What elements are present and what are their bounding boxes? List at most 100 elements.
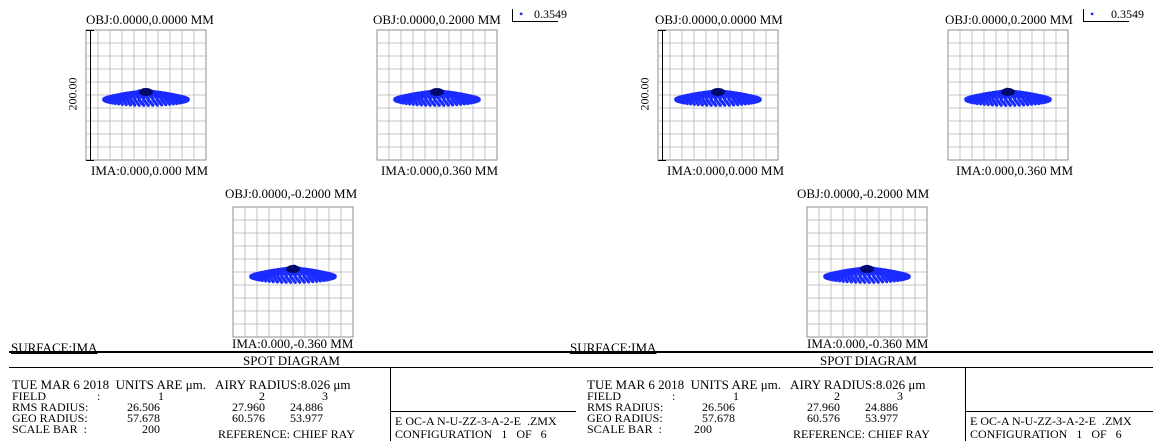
ray-point — [307, 270, 310, 273]
ray-point — [1034, 94, 1037, 97]
ray-point — [983, 103, 986, 106]
ray-point — [747, 94, 750, 97]
ray-point — [889, 270, 892, 273]
info-geo-3: 53.977 — [290, 412, 323, 424]
ray-point — [416, 103, 419, 106]
info-geo-3-2: 53.977 — [865, 412, 898, 424]
ray-point — [289, 281, 292, 284]
ray-point — [1022, 93, 1025, 96]
ray-point — [747, 102, 750, 105]
info-divider — [390, 367, 391, 441]
ima-label-field2-2: IMA:0.000,0.360 MM — [956, 164, 1073, 177]
ray-point — [976, 94, 979, 97]
ray-point — [877, 269, 880, 272]
ray-point — [728, 92, 731, 95]
ray-point — [854, 269, 857, 272]
scale-bar-cap-bottom-2 — [658, 160, 666, 161]
ray-point — [987, 93, 990, 96]
ray-point — [276, 280, 279, 283]
ray-point — [736, 103, 739, 106]
ray-point — [268, 280, 271, 283]
ray-point — [455, 93, 458, 96]
scale-bar-line-2 — [662, 30, 663, 160]
ray-point — [429, 104, 432, 107]
ray-point — [842, 280, 845, 283]
ray-point — [979, 102, 982, 105]
scale-bar-label-2: 200.00 — [639, 78, 651, 111]
ray-point — [129, 103, 132, 106]
ray-point — [854, 281, 857, 284]
ray-point — [1048, 97, 1051, 100]
ray-point — [979, 94, 982, 97]
info-reference-2: REFERENCE: CHIEF RAY — [793, 428, 930, 440]
ray-point — [451, 103, 454, 106]
ray-point — [885, 270, 888, 273]
ray-point — [459, 93, 462, 96]
ray-point — [744, 94, 747, 97]
ray-point — [451, 93, 454, 96]
ray-point — [838, 279, 841, 282]
ray-point — [416, 93, 419, 96]
ray-point — [835, 279, 838, 282]
ray-point — [298, 281, 301, 284]
ray-point — [160, 93, 163, 96]
info-geo-2: 60.576 — [232, 412, 265, 424]
ray-point — [732, 93, 735, 96]
info-geo-2-2: 60.576 — [807, 412, 840, 424]
ray-point — [138, 104, 141, 107]
ray-point — [1026, 103, 1029, 106]
ray-point — [322, 271, 325, 274]
obj-label-field2-2: OBJ:0.0000,0.2000 MM — [945, 13, 1073, 26]
ray-point — [877, 281, 880, 284]
info-date-units: TUE MAR 6 2018 UNITS ARE μm. AIRY RADIUS… — [12, 378, 350, 391]
legend-point-icon: • — [519, 8, 523, 20]
ray-point — [272, 270, 275, 273]
legend-value: 0.3549 — [534, 8, 567, 20]
spot-plot-field1-2 — [658, 30, 778, 160]
info-scale-label: SCALE BAR : — [12, 423, 87, 435]
ray-point — [744, 102, 747, 105]
ima-label-field3-2: IMA:0.000,-0.360 MM — [807, 337, 928, 350]
ray-point — [408, 94, 411, 97]
ray-point — [838, 271, 841, 274]
ray-point — [268, 270, 271, 273]
ray-point — [172, 102, 175, 105]
legend-bracket-left-2 — [1083, 9, 1084, 21]
ray-point — [121, 103, 124, 106]
obj-label-field2: OBJ:0.0000,0.2000 MM — [373, 13, 501, 26]
info-date-units-2: TUE MAR 6 2018 UNITS ARE μm. AIRY RADIUS… — [587, 378, 925, 391]
ray-point — [319, 271, 322, 274]
info-configuration: CONFIGURATION 1 OF 6 — [395, 428, 547, 440]
ray-point — [683, 94, 686, 97]
ray-point — [129, 93, 132, 96]
ray-point — [907, 274, 910, 277]
ray-point — [258, 271, 261, 274]
ray-point — [175, 94, 178, 97]
info-filename: E OC-A N-U-ZZ-3-A-2-E .ZMX — [395, 415, 557, 427]
ray-point — [117, 94, 120, 97]
ray-point — [987, 103, 990, 106]
ray-point — [307, 280, 310, 283]
plot-title: SPOT DIAGRAM — [243, 354, 340, 367]
ray-point — [311, 280, 314, 283]
ray-point — [899, 278, 902, 281]
ray-point — [301, 268, 304, 271]
ima-label-field2: IMA:0.000,0.360 MM — [381, 164, 498, 177]
ray-point — [868, 281, 871, 284]
obj-label-field3: OBJ:0.0000,-0.2000 MM — [225, 187, 357, 200]
legend-bracket-bottom — [512, 21, 558, 22]
info-filename-2: E OC-A N-U-ZZ-3-A-2-E .ZMX — [970, 415, 1132, 427]
ray-point — [477, 97, 480, 100]
ray-point — [732, 103, 735, 106]
ray-point — [846, 280, 849, 283]
ray-point — [1037, 94, 1040, 97]
ray-point — [466, 102, 469, 105]
info-file-rule-2 — [965, 411, 1153, 412]
ray-point — [172, 94, 175, 97]
legend-point-icon-2: • — [1090, 8, 1094, 20]
ray-point — [261, 279, 264, 282]
ray-point — [147, 104, 150, 107]
ray-point — [714, 104, 717, 107]
spot-core — [430, 88, 444, 96]
ray-point — [469, 101, 472, 104]
